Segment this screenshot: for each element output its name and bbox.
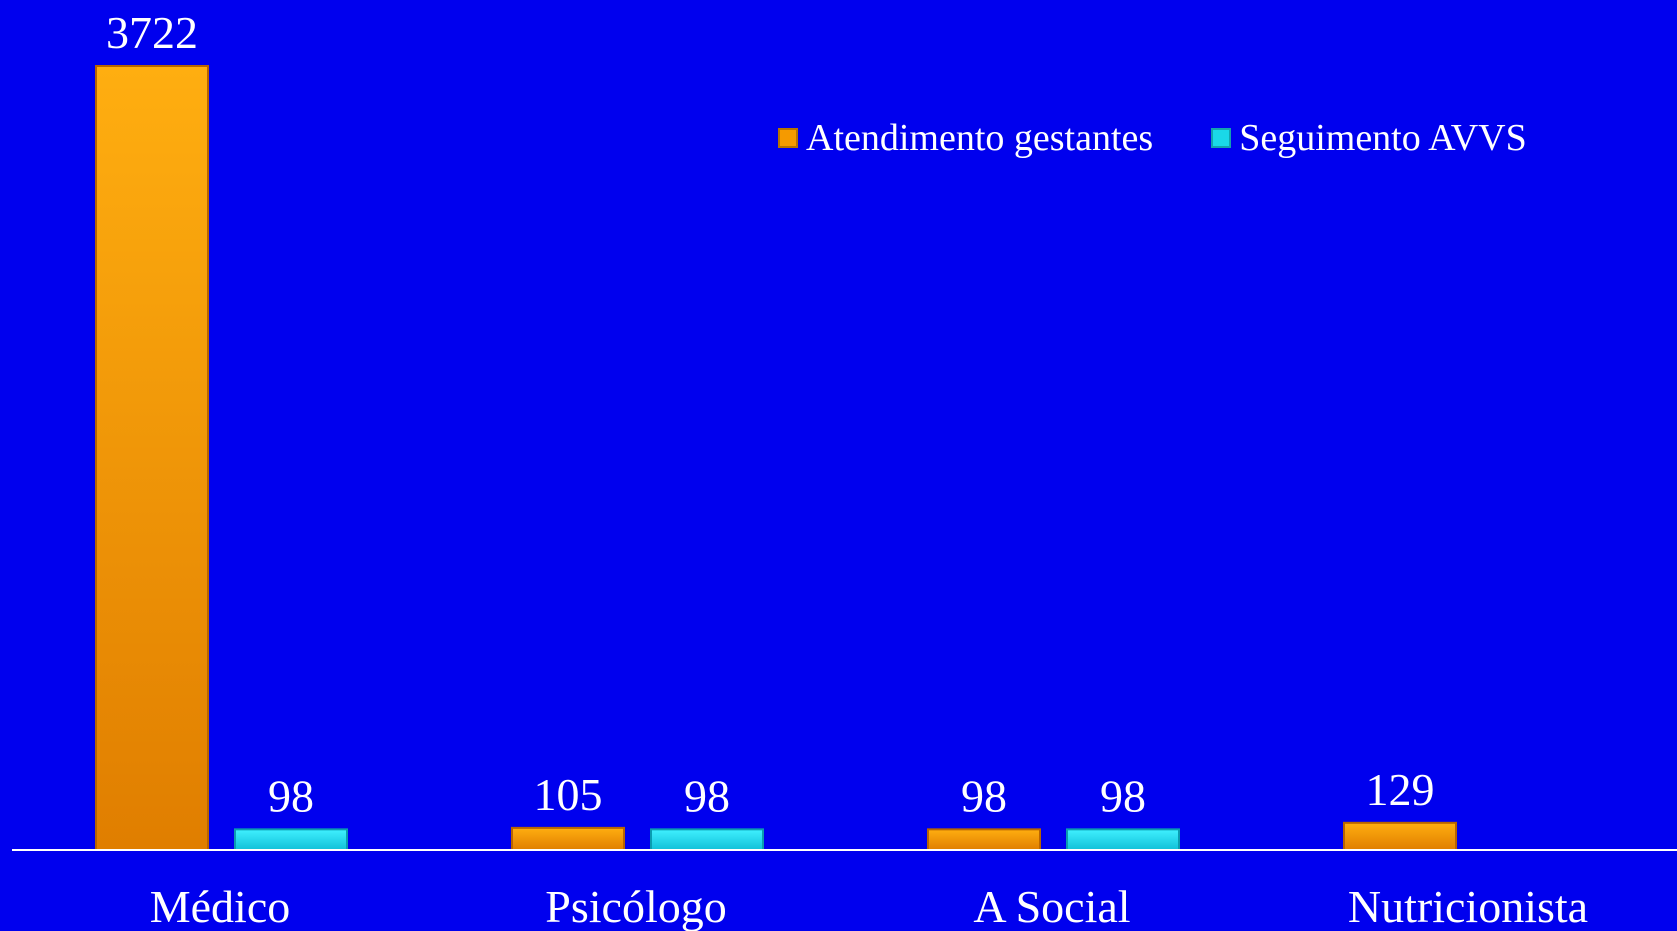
bar-gestantes-nutricionista	[1343, 821, 1457, 852]
data-label-gestantes-m-dico: 3722	[106, 7, 198, 58]
data-label-gestantes-a-social: 98	[961, 770, 1007, 821]
data-label-avvs-m-dico: 98	[268, 770, 314, 821]
bar-gestantes-psic-logo	[511, 826, 625, 852]
legend-item-gestantes: Atendimento gestantes	[778, 113, 1153, 163]
bars-group	[95, 65, 1457, 852]
data-label-avvs-psic-logo: 98	[684, 770, 730, 821]
data-label-avvs-a-social: 98	[1100, 770, 1146, 821]
bar-avvs-psic-logo	[650, 828, 764, 852]
legend-item-avvs: Seguimento AVVS	[1211, 113, 1527, 163]
legend-label-avvs: Seguimento AVVS	[1239, 117, 1527, 159]
x-tick-labels-group: Médico Psicólogo A Social Nutricionista	[150, 881, 1588, 931]
bar-gestantes-m-dico	[95, 65, 209, 851]
x-tick-label-psic-logo: Psicólogo	[545, 881, 726, 931]
x-tick-label-m-dico: Médico	[150, 881, 291, 931]
data-label-gestantes-psic-logo: 105	[534, 769, 603, 820]
legend: Atendimento gestantes Seguimento AVVS	[778, 113, 1527, 163]
data-labels-group: 3722 98 105 98 98 98 129	[106, 7, 1435, 821]
legend-label-gestantes: Atendimento gestantes	[806, 117, 1154, 159]
x-tick-label-nutricionista: Nutricionista	[1348, 881, 1588, 931]
data-label-gestantes-nutricionista: 129	[1366, 764, 1435, 815]
legend-swatch-avvs	[1211, 128, 1232, 148]
bar-avvs-m-dico	[234, 828, 348, 852]
bar-gestantes-a-social	[927, 828, 1041, 852]
x-tick-label-a-social: A Social	[973, 881, 1130, 931]
legend-swatch-gestantes	[778, 128, 798, 148]
bar-avvs-a-social	[1066, 828, 1180, 852]
